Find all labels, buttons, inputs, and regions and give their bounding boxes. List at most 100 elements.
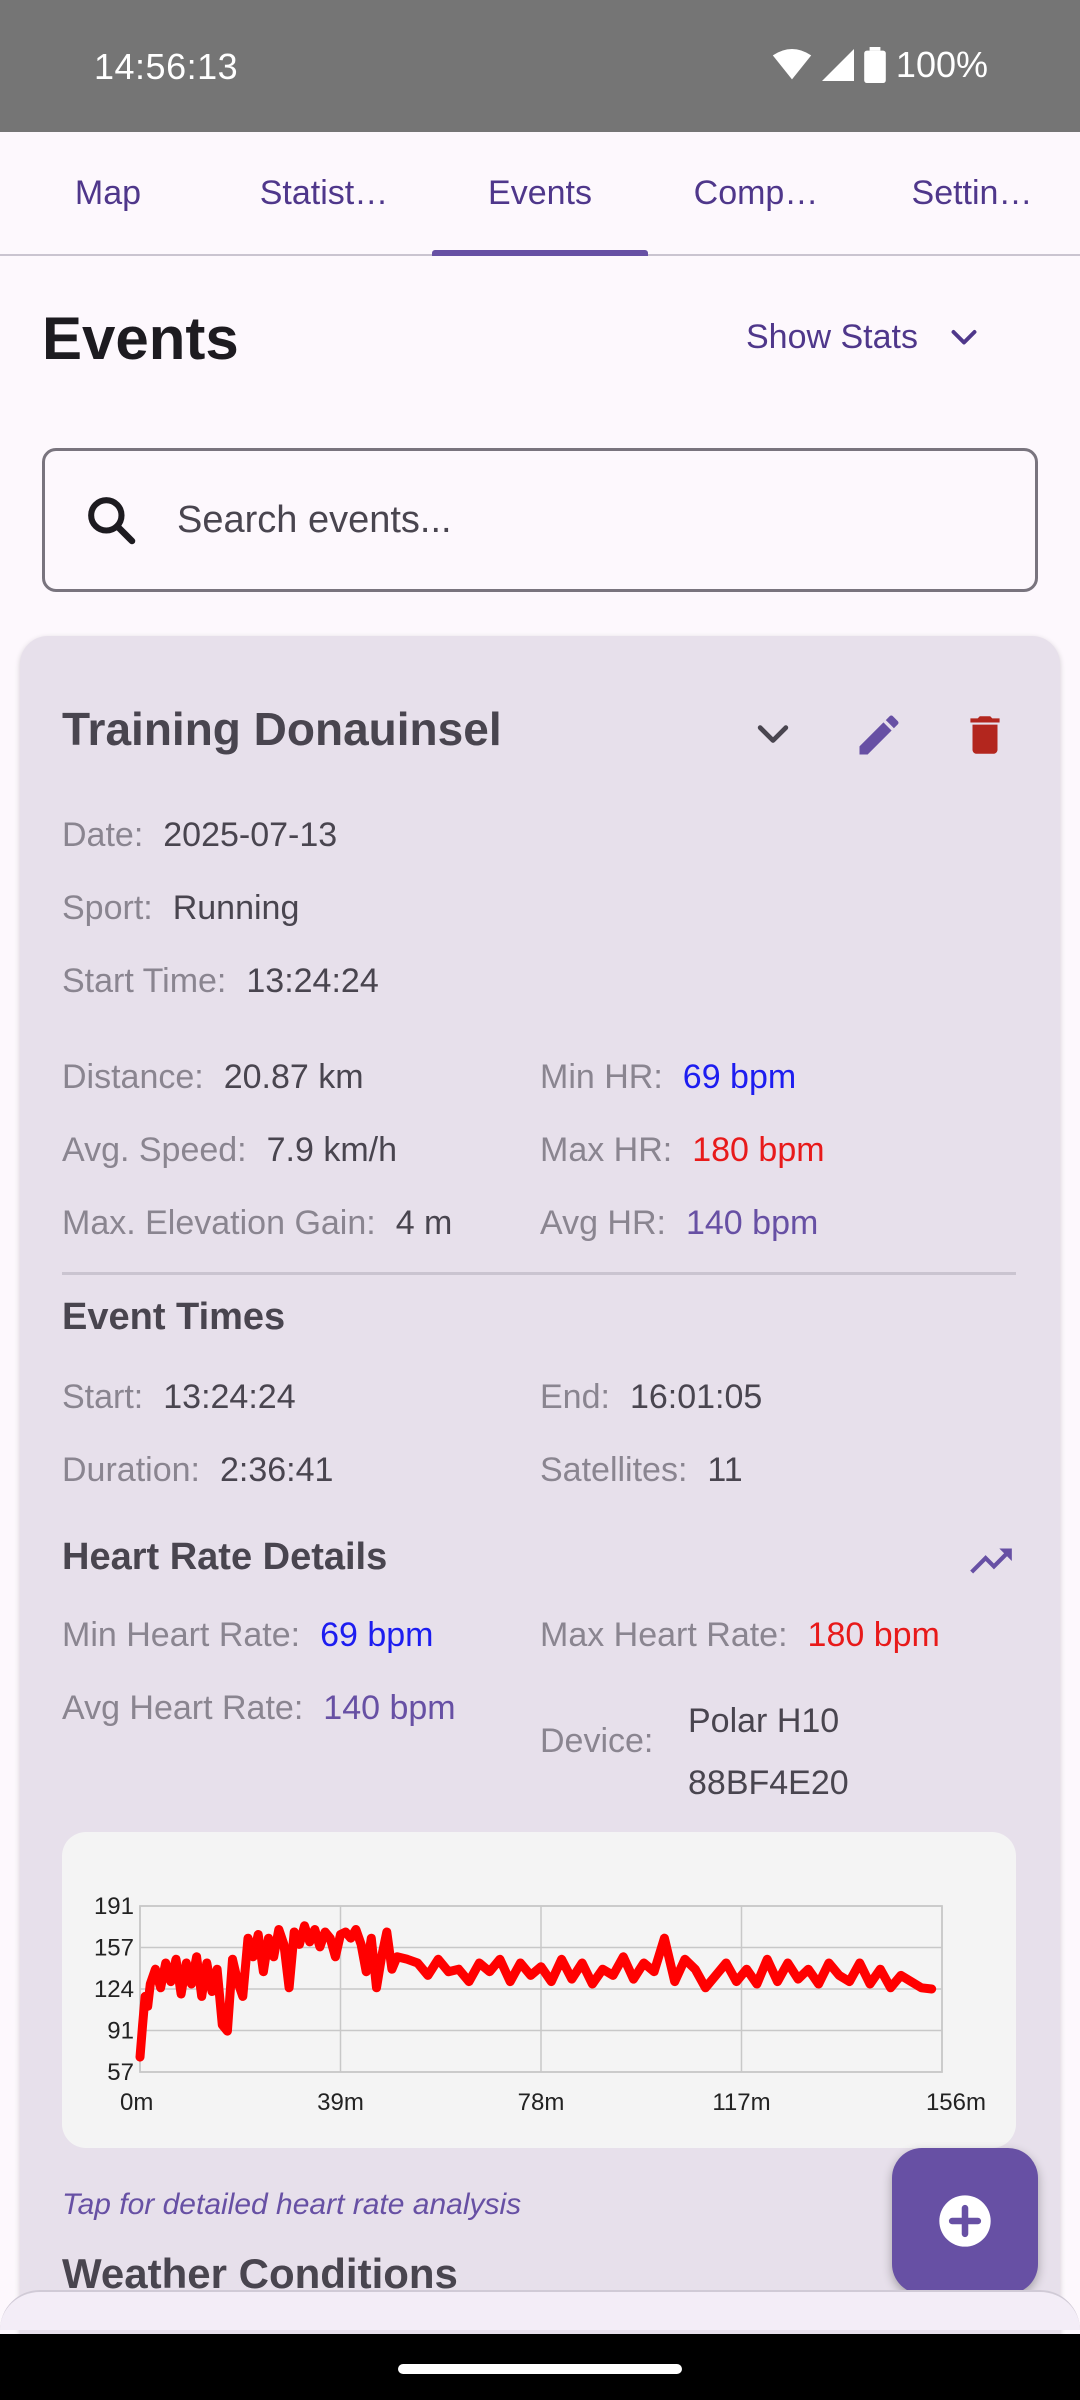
- date-value: 2025-07-13: [163, 816, 338, 854]
- duration-label: Duration:: [62, 1451, 200, 1489]
- event-times-title: Event Times: [62, 1296, 286, 1338]
- trending-up-icon[interactable]: [966, 1536, 1016, 1586]
- satellites-row: Satellites: 11: [540, 1451, 743, 1490]
- tab-settings[interactable]: Settin…: [911, 173, 1033, 212]
- status-bar: 14:56:13 100%: [0, 0, 1080, 132]
- times-start-value: 13:24:24: [163, 1378, 296, 1416]
- hr-max-label: Max Heart Rate:: [540, 1616, 788, 1654]
- avg-speed-row: Avg. Speed: 7.9 km/h: [62, 1131, 397, 1170]
- duration-value: 2:36:41: [219, 1451, 334, 1489]
- heart-rate-chart-svg: 191 157 124 91 57 0m 39m 78m 117m 156m: [94, 1893, 986, 2116]
- hr-avg-value: 140 bpm: [323, 1689, 456, 1727]
- sport-row: Sport: Running: [62, 889, 299, 928]
- chart-y-tick-label: 57: [107, 2059, 134, 2086]
- search-input[interactable]: Search events...: [42, 448, 1038, 592]
- status-icons: 100%: [772, 44, 988, 86]
- show-stats-label: Show Stats: [746, 318, 918, 356]
- pencil-icon: [859, 715, 899, 755]
- device-value: Polar H10 88BF4E20: [688, 1690, 849, 1814]
- device-label-row: Device:: [540, 1722, 673, 1761]
- tab-compare[interactable]: Comp…: [693, 173, 819, 212]
- times-end-label: End:: [540, 1378, 610, 1416]
- tab-map[interactable]: Map: [74, 173, 142, 212]
- date-label: Date:: [62, 816, 144, 854]
- add-event-button[interactable]: [892, 2148, 1038, 2294]
- delete-button[interactable]: [952, 702, 1018, 768]
- device-id: 88BF4E20: [688, 1764, 849, 1802]
- expand-button[interactable]: [740, 702, 806, 768]
- times-start-label: Start:: [62, 1378, 144, 1416]
- min-hr-row: Min HR: 69 bpm: [540, 1058, 796, 1097]
- chart-x-tick-label: 78m: [518, 2089, 565, 2116]
- elevation-label: Max. Elevation Gain:: [62, 1204, 376, 1242]
- search-icon: [88, 497, 136, 545]
- hr-min-label: Min Heart Rate:: [62, 1616, 301, 1654]
- elevation-value: 4 m: [395, 1204, 453, 1242]
- wifi-icon: [772, 49, 812, 80]
- weather-title: Weather Conditions: [62, 2250, 458, 2297]
- chart-x-tick-label: 39m: [317, 2089, 364, 2116]
- hr-avg-label: Avg Heart Rate:: [62, 1689, 304, 1727]
- min-hr-label: Min HR:: [540, 1058, 663, 1096]
- chart-hint[interactable]: Tap for detailed heart rate analysis: [62, 2188, 522, 2221]
- battery-level: 100%: [895, 44, 988, 85]
- tab-events[interactable]: Events: [432, 132, 648, 256]
- chart-x-axis: 0m 39m 78m 117m 156m: [120, 2089, 986, 2116]
- event-title: Training Donauinsel: [62, 703, 502, 755]
- trash-icon: [970, 716, 1000, 754]
- chevron-down-icon: [951, 329, 977, 344]
- bottom-sheet-handle[interactable]: [0, 2290, 1080, 2330]
- avg-hr-value: 140 bpm: [685, 1204, 819, 1242]
- device-name: Polar H10: [688, 1702, 840, 1740]
- hr-max-row: Max Heart Rate: 180 bpm: [540, 1616, 940, 1655]
- avg-speed-label: Avg. Speed:: [62, 1131, 247, 1169]
- home-gesture-handle[interactable]: [398, 2364, 682, 2374]
- chart-grid: [139, 1905, 943, 2073]
- hr-max-value: 180 bpm: [807, 1616, 940, 1654]
- sport-value: Running: [172, 889, 300, 927]
- elevation-row: Max. Elevation Gain: 4 m: [62, 1204, 452, 1243]
- signal-icon: [821, 49, 854, 81]
- times-end-row: End: 16:01:05: [540, 1378, 762, 1417]
- chart-y-tick-label: 191: [94, 1893, 134, 1920]
- sport-label: Sport:: [62, 889, 153, 927]
- show-stats-button[interactable]: Show Stats: [746, 318, 982, 357]
- chart-y-tick-label: 91: [107, 2018, 134, 2045]
- date-row: Date: 2025-07-13: [62, 816, 337, 855]
- chevron-down-icon: [757, 725, 789, 743]
- avg-hr-row: Avg HR: 140 bpm: [540, 1204, 818, 1243]
- search-placeholder: Search events...: [177, 498, 452, 541]
- hr-avg-row: Avg Heart Rate: 140 bpm: [62, 1689, 456, 1728]
- hr-details-title: Heart Rate Details: [62, 1536, 388, 1578]
- start-time-value: 13:24:24: [246, 962, 379, 1000]
- edit-button[interactable]: [846, 702, 912, 768]
- times-start-row: Start: 13:24:24: [62, 1378, 296, 1417]
- duration-row: Duration: 2:36:41: [62, 1451, 333, 1490]
- distance-label: Distance:: [62, 1058, 204, 1096]
- chart-x-tick-label: 156m: [926, 2089, 986, 2116]
- event-card[interactable]: Training Donauinsel Date: 2025-07-13 Spor…: [20, 636, 1060, 2400]
- chart-series: [135, 1921, 937, 2062]
- tab-statistics[interactable]: Statist…: [259, 173, 389, 212]
- distance-row: Distance: 20.87 km: [62, 1058, 364, 1097]
- page-title: Events: [42, 305, 239, 372]
- device-label: Device:: [540, 1722, 654, 1760]
- max-hr-row: Max HR: 180 bpm: [540, 1131, 825, 1170]
- avg-speed-value: 7.9 km/h: [266, 1131, 398, 1169]
- chart-x-tick-label: 0m: [120, 2089, 153, 2116]
- min-hr-value: 69 bpm: [682, 1058, 797, 1096]
- distance-value: 20.87 km: [223, 1058, 364, 1096]
- section-divider: [62, 1272, 1016, 1275]
- hr-min-value: 69 bpm: [320, 1616, 434, 1654]
- chart-y-axis: 191 157 124 91 57: [94, 1893, 134, 2086]
- hr-min-row: Min Heart Rate: 69 bpm: [62, 1616, 434, 1655]
- start-time-row: Start Time: 13:24:24: [62, 962, 379, 1001]
- chart-series-line: [135, 1921, 937, 2062]
- event-actions: [740, 702, 1018, 768]
- add-icon: [939, 2195, 991, 2247]
- heart-rate-chart[interactable]: 191 157 124 91 57 0m 39m 78m 117m 156m: [62, 1832, 1016, 2148]
- max-hr-label: Max HR:: [540, 1131, 673, 1169]
- times-end-value: 16:01:05: [629, 1378, 763, 1416]
- satellites-label: Satellites:: [540, 1451, 688, 1489]
- chart-x-tick-label: 117m: [712, 2089, 770, 2116]
